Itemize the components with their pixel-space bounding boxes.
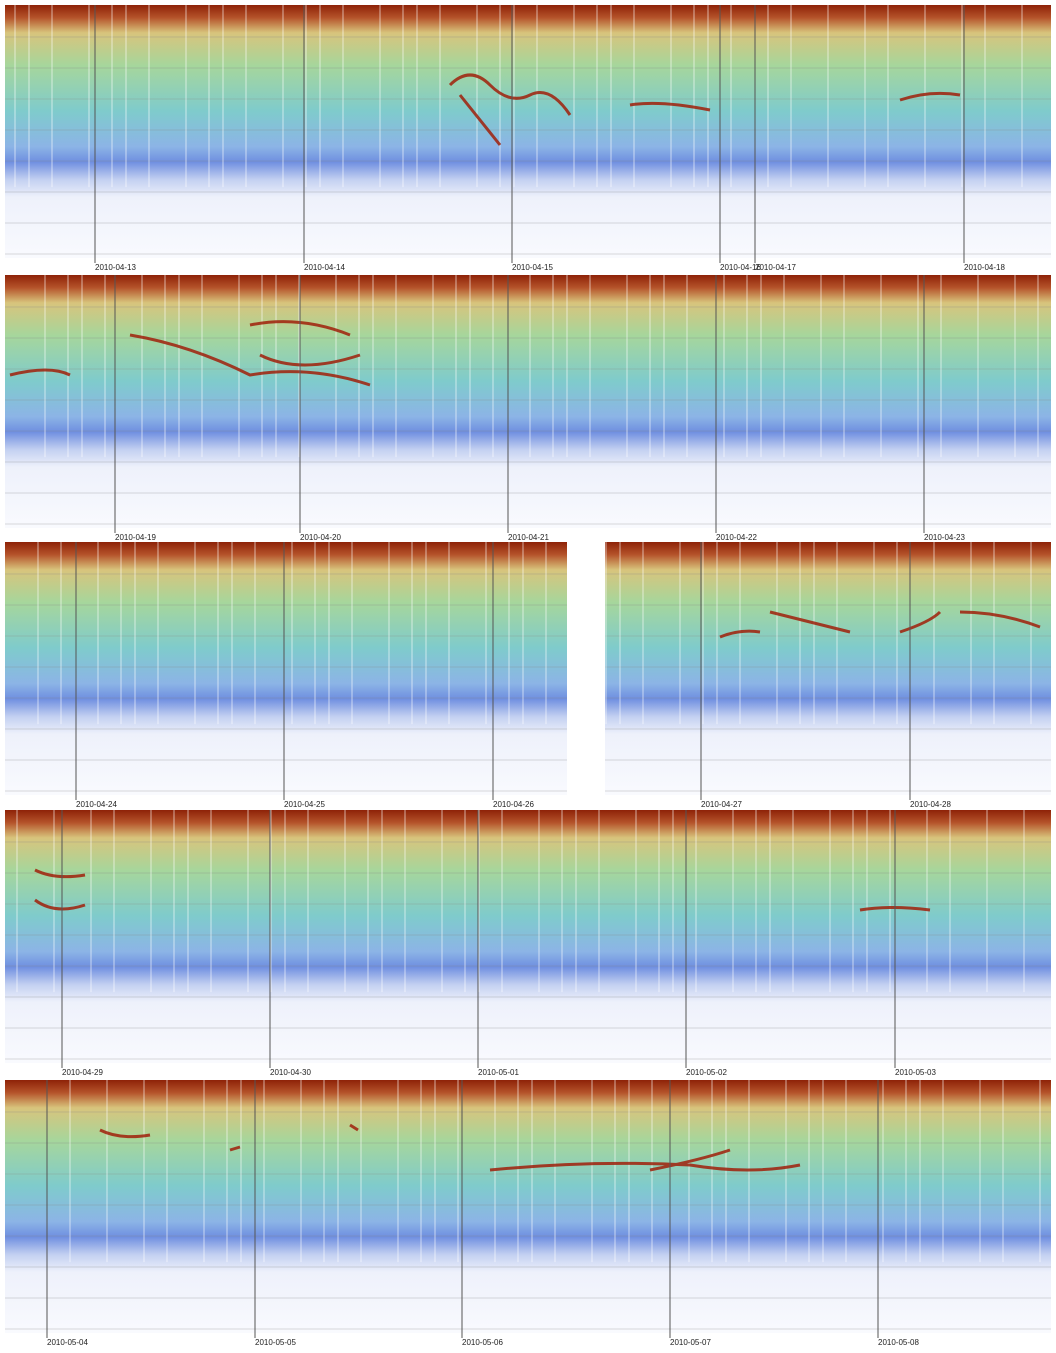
date-label: 2010-04-15 <box>512 263 553 272</box>
date-label: 2010-04-13 <box>95 263 136 272</box>
date-label: 2010-04-24 <box>76 800 117 809</box>
date-label: 2010-04-14 <box>304 263 345 272</box>
date-label: 2010-04-29 <box>62 1068 103 1077</box>
date-label: 2010-05-08 <box>878 1338 919 1347</box>
date-label: 2010-05-02 <box>686 1068 727 1077</box>
echogram-panel <box>5 1080 1051 1333</box>
date-label: 2010-04-22 <box>716 533 757 542</box>
date-label: 2010-04-27 <box>701 800 742 809</box>
date-label: 2010-04-25 <box>284 800 325 809</box>
date-label: 2010-05-06 <box>462 1338 503 1347</box>
date-label: 2010-04-18 <box>964 263 1005 272</box>
date-label: 2010-04-17 <box>755 263 796 272</box>
echogram-panel <box>5 810 1051 1063</box>
echogram-panel <box>5 5 1051 258</box>
date-label: 2010-04-21 <box>508 533 549 542</box>
date-label: 2010-04-20 <box>300 533 341 542</box>
date-label: 2010-05-05 <box>255 1338 296 1347</box>
date-label: 2010-05-04 <box>47 1338 88 1347</box>
date-label: 2010-05-07 <box>670 1338 711 1347</box>
date-label: 2010-05-03 <box>895 1068 936 1077</box>
date-label: 2010-05-01 <box>478 1068 519 1077</box>
echogram-figure: 2010-04-132010-04-142010-04-152010-04-16… <box>0 0 1056 1353</box>
echogram-panel <box>5 275 1051 528</box>
date-label: 2010-04-23 <box>924 533 965 542</box>
date-label: 2010-04-26 <box>493 800 534 809</box>
date-label: 2010-04-30 <box>270 1068 311 1077</box>
date-label: 2010-04-19 <box>115 533 156 542</box>
data-gap <box>567 542 605 800</box>
date-label: 2010-04-28 <box>910 800 951 809</box>
echogram-panel <box>5 542 1051 795</box>
